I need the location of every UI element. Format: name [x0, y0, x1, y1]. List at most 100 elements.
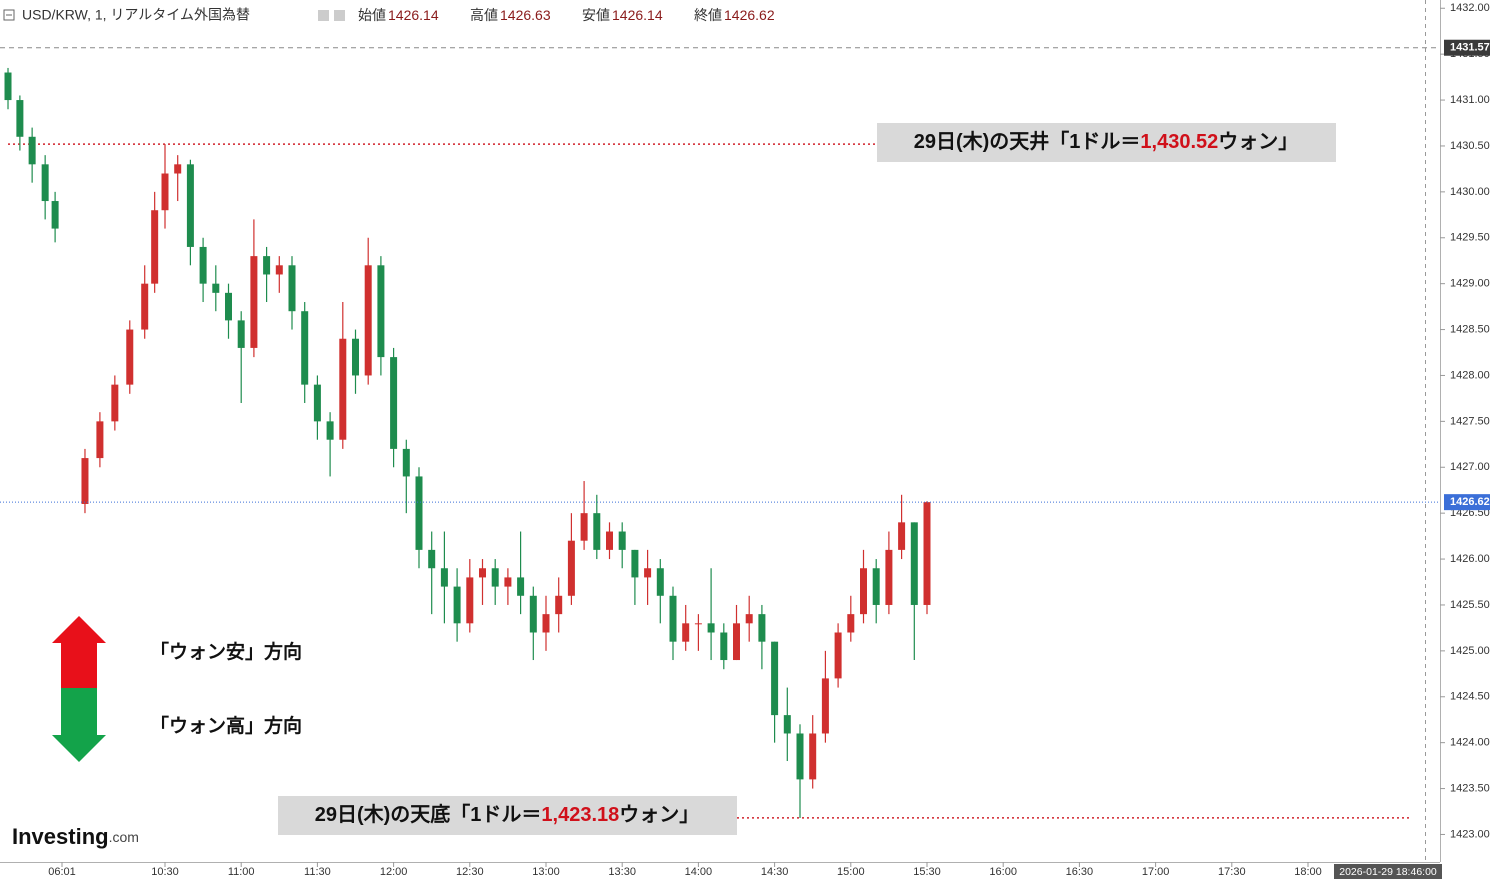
annotation-prefix: 29日(木)の天底「1ドル＝: [315, 802, 542, 826]
down-label: 「ウォン高」方向: [150, 714, 302, 737]
last-price-label: 1426.62: [1450, 496, 1490, 508]
annotation-value: 1,423.18: [541, 804, 619, 826]
settings-icon[interactable]: [334, 10, 345, 21]
annotation-prefix: 29日(木)の天井「1ドル＝: [914, 129, 1141, 153]
candle-body: [847, 614, 855, 633]
candle-body: [301, 311, 309, 385]
annotation-value: 1,430.52: [1140, 131, 1218, 153]
ohlc-item: 始値 1426.14: [358, 7, 439, 23]
y-tick-label: 1430.00: [1450, 186, 1490, 198]
candle-body: [313, 384, 321, 422]
up-arrow: [52, 616, 106, 688]
x-tick-label: 16:30: [1066, 866, 1094, 878]
y-tick-label: 1428.00: [1450, 369, 1490, 381]
candle-body: [720, 632, 728, 661]
candle-body: [783, 715, 791, 734]
x-tick-label: 12:00: [380, 866, 408, 878]
x-tick-label: 18:00: [1294, 866, 1322, 878]
header: USD/KRW, 1, リアルタイム外国為替: [3, 7, 250, 23]
candle-body: [682, 623, 690, 642]
ohlc-value: 1426.14: [612, 7, 663, 23]
y-tick-label: 1424.00: [1450, 737, 1490, 749]
candle-body: [593, 513, 601, 550]
candle-body: [402, 448, 410, 477]
down-arrow: [52, 688, 106, 762]
high-label-bg: [1444, 39, 1490, 56]
x-tick-label: 11:00: [228, 866, 255, 878]
candle-body: [339, 338, 347, 440]
candle-body: [237, 320, 245, 348]
candle-body: [796, 733, 804, 780]
ohlc-value: 1426.14: [388, 7, 439, 23]
x-tick-label: 06:01: [48, 866, 76, 878]
y-tick-label: 1431.00: [1450, 94, 1490, 106]
x-tick-label: 13:30: [608, 866, 636, 878]
candle-body: [81, 458, 89, 504]
candle-body: [41, 164, 49, 202]
timestamp-bg: [1334, 864, 1442, 879]
annotation-text: 29日(木)の天底「1ドル＝1,423.18ウォン」: [315, 802, 700, 826]
x-tick-label: 12:30: [456, 866, 484, 878]
candle-body: [352, 338, 359, 376]
candle-body: [453, 586, 461, 624]
y-tick-label: 1432.00: [1450, 2, 1490, 14]
candle-body: [771, 641, 779, 716]
x-tick-label: 14:30: [761, 866, 789, 878]
logo-name: Investing: [12, 824, 109, 849]
candle-body: [199, 246, 207, 284]
candle-body: [212, 283, 220, 293]
logo-suffix: .com: [109, 829, 139, 845]
candle-body: [250, 256, 258, 348]
candle-body: [479, 568, 486, 578]
candle-body: [16, 100, 24, 137]
candle-body: [656, 568, 664, 596]
x-tick-label: 16:00: [989, 866, 1017, 878]
candle-body: [275, 265, 283, 275]
candle-body: [885, 549, 893, 605]
y-tick-label: 1425.00: [1450, 645, 1490, 657]
x-tick-label: 10:30: [151, 866, 179, 878]
candle-body: [96, 421, 104, 459]
x-tick-label: 15:00: [837, 866, 865, 878]
x-tick-label: 17:30: [1218, 866, 1246, 878]
candle-body: [618, 531, 626, 550]
x-tick-label: 17:00: [1142, 866, 1170, 878]
candle-body: [910, 522, 918, 605]
candle-body: [111, 384, 119, 422]
up-label: 「ウォン安」方向: [150, 640, 302, 663]
ohlc-label: 安値: [582, 7, 610, 23]
annotation-text: 29日(木)の天井「1ドル＝1,430.52ウォン」: [914, 129, 1299, 153]
candle-body: [923, 502, 931, 605]
collapse-icon[interactable]: [3, 9, 15, 21]
candle-body: [263, 256, 271, 275]
candle-body: [440, 568, 448, 587]
annotation-box: [278, 796, 737, 835]
ohlc-label: 終値: [694, 7, 722, 23]
ohlc-label: 高値: [470, 7, 498, 23]
candle-body: [126, 329, 134, 385]
y-tick-label: 1423.00: [1450, 828, 1490, 840]
candle-body: [529, 595, 537, 633]
symbol-title: USD/KRW, 1, リアルタイム外国為替: [22, 7, 250, 23]
last-price-bg: [1444, 494, 1490, 511]
y-tick-label: 1427.00: [1450, 461, 1490, 473]
candle-body: [466, 577, 474, 624]
candle-body: [631, 549, 639, 578]
candle-body: [4, 72, 12, 101]
candle-body: [151, 210, 159, 284]
candle-body: [821, 678, 829, 734]
candle-body: [517, 577, 525, 596]
x-tick-label: 14:00: [685, 866, 713, 878]
candle-body: [745, 614, 753, 624]
candle-body: [141, 283, 149, 330]
ohlc-label: 始値: [358, 7, 386, 23]
y-tick-label: 1424.50: [1450, 691, 1490, 703]
annotation-suffix: ウォン」: [1218, 130, 1298, 153]
candle-body: [428, 549, 436, 569]
candle-body: [758, 614, 766, 642]
settings-icon[interactable]: [318, 10, 329, 21]
ohlc-value: 1426.62: [724, 7, 775, 23]
candle-body: [51, 201, 59, 229]
y-tick-label: 1425.50: [1450, 599, 1490, 611]
candle-body: [567, 540, 575, 596]
